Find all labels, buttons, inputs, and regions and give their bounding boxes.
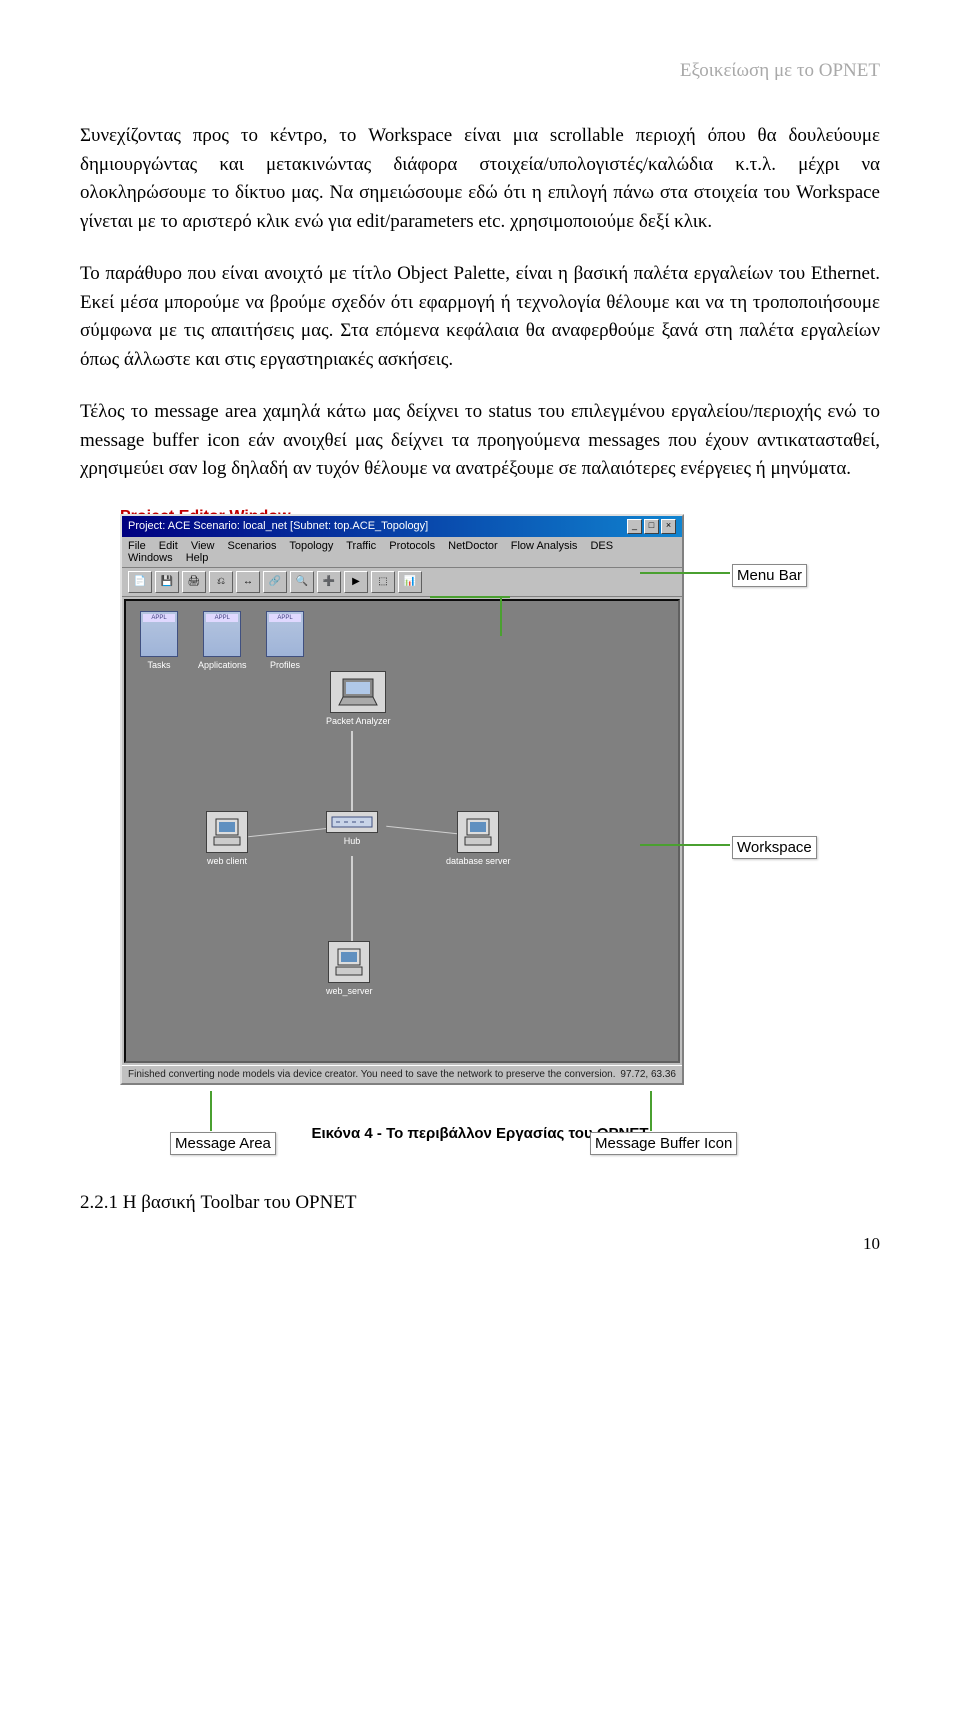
toolbar-button[interactable]: 🔗 [263, 571, 287, 593]
node-tasks[interactable]: Tasks [140, 611, 178, 670]
computer-icon [328, 941, 370, 983]
menu-des[interactable]: DES [590, 540, 613, 552]
computer-icon [457, 811, 499, 853]
menu-topology[interactable]: Topology [289, 540, 333, 552]
menu-edit[interactable]: Edit [159, 540, 178, 552]
page-header: Εξοικείωση με το OPNET [80, 60, 880, 82]
app-window: Project: ACE Scenario: local_net [Subnet… [120, 514, 684, 1085]
menu-view[interactable]: View [191, 540, 215, 552]
menu-bar[interactable]: File Edit View Scenarios Topology Traffi… [122, 537, 682, 568]
menu-scenarios[interactable]: Scenarios [228, 540, 277, 552]
section-heading: 2.2.1 Η βασική Toolbar του OPNET [80, 1192, 880, 1214]
menu-flowanalysis[interactable]: Flow Analysis [511, 540, 578, 552]
toolbar-button[interactable]: ⎌ [209, 571, 233, 593]
node-label: web_server [326, 986, 373, 996]
label-workspace: Workspace [732, 836, 817, 859]
menu-traffic[interactable]: Traffic [346, 540, 376, 552]
status-coords: 97.72, 63.36 [620, 1069, 676, 1080]
toolbar-button[interactable]: 🔍 [290, 571, 314, 593]
window-control-group: _ □ × [627, 519, 676, 534]
menu-protocols[interactable]: Protocols [389, 540, 435, 552]
node-web-client[interactable]: web client [206, 811, 248, 866]
menu-windows[interactable]: Windows [128, 552, 173, 564]
toolbar-button[interactable]: ➕ [317, 571, 341, 593]
toolbar: 📄 💾 🖨 ⎌ ↔ 🔗 🔍 ➕ ▶ ⬚ 📊 [122, 568, 682, 597]
node-label: web client [206, 856, 248, 866]
menu-netdoctor[interactable]: NetDoctor [448, 540, 498, 552]
node-profiles[interactable]: Profiles [266, 611, 304, 670]
laptop-icon [330, 671, 386, 713]
hub-icon [326, 811, 378, 833]
profiles-icon [266, 611, 304, 657]
tasks-icon [140, 611, 178, 657]
paragraph-2: Το παράθυρο που είναι ανοιχτό με τίτλο O… [80, 260, 880, 374]
close-button[interactable]: × [661, 519, 676, 534]
paragraph-1: Συνεχίζοντας προς το κέντρο, το Workspac… [80, 122, 880, 236]
workspace-canvas[interactable]: Tasks Applications Profiles Packet Analy… [124, 599, 680, 1063]
menu-file[interactable]: File [128, 540, 146, 552]
node-database-server[interactable]: database server [446, 811, 511, 866]
node-web-server[interactable]: web_server [326, 941, 373, 996]
menu-help[interactable]: Help [186, 552, 209, 564]
label-menu-bar: Menu Bar [732, 564, 807, 587]
paragraph-3: Τέλος το message area χαμηλά κάτω μας δε… [80, 398, 880, 484]
window-title-text: Project: ACE Scenario: local_net [Subnet… [128, 520, 428, 532]
figure-container: Project Editor Window Menu Bar Toolbar B… [80, 514, 880, 1085]
page-number: 10 [80, 1234, 880, 1254]
node-label: Tasks [140, 660, 178, 670]
node-label: Profiles [266, 660, 304, 670]
toolbar-button[interactable]: 📊 [398, 571, 422, 593]
node-applications[interactable]: Applications [198, 611, 247, 670]
node-packet-analyzer[interactable]: Packet Analyzer [326, 671, 391, 726]
node-label: Applications [198, 660, 247, 670]
status-message: Finished converting node models via devi… [128, 1069, 616, 1080]
toolbar-button[interactable]: 🖨 [182, 571, 206, 593]
toolbar-button[interactable]: 📄 [128, 571, 152, 593]
node-hub[interactable]: Hub [326, 811, 378, 846]
node-label: Packet Analyzer [326, 716, 391, 726]
window-titlebar[interactable]: Project: ACE Scenario: local_net [Subnet… [122, 516, 682, 537]
toolbar-button[interactable]: ↔ [236, 571, 260, 593]
status-bar: Finished converting node models via devi… [122, 1065, 682, 1083]
toolbar-button[interactable]: ▶ [344, 571, 368, 593]
node-label: Hub [326, 836, 378, 846]
maximize-button[interactable]: □ [644, 519, 659, 534]
node-label: database server [446, 856, 511, 866]
minimize-button[interactable]: _ [627, 519, 642, 534]
computer-icon [206, 811, 248, 853]
label-message-area: Message Area [170, 1132, 276, 1155]
applications-icon [203, 611, 241, 657]
label-message-buffer: Message Buffer Icon [590, 1132, 737, 1155]
toolbar-button[interactable]: 💾 [155, 571, 179, 593]
toolbar-button[interactable]: ⬚ [371, 571, 395, 593]
